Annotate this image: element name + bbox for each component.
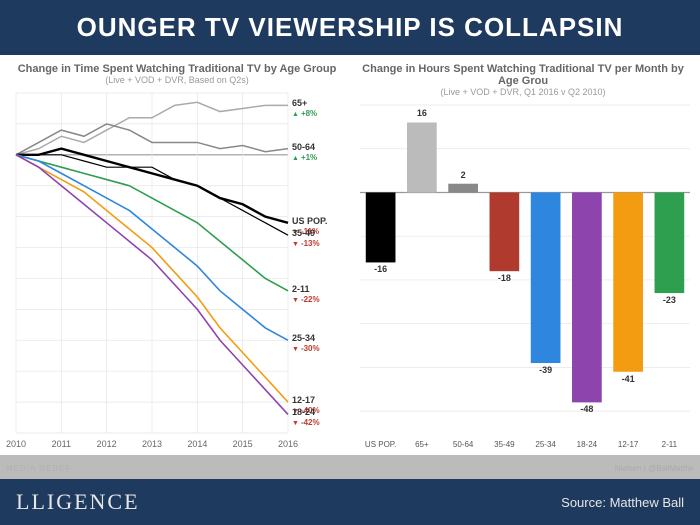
line-x-label: 2011	[52, 439, 71, 449]
series-label: 65++8%	[292, 99, 317, 119]
line-chart-subtitle: (Live + VOD + DVR, Based on Q2s)	[6, 75, 348, 85]
bar-value-label: -16	[374, 264, 387, 274]
series-label: 2-11-22%	[292, 285, 320, 305]
bar-category-label: 65+	[415, 440, 429, 449]
series-label: 50-64+1%	[292, 143, 317, 163]
page-title: OUNGER TV VIEWERSHIP IS COLLAPSIN	[0, 0, 700, 55]
bar-chart-plot: -16 US POP. 16 65+ 2 50-64 -18 35-49 -39 25-34 -48…	[352, 101, 694, 451]
footer-source: Source: Matthew Ball	[561, 495, 684, 510]
footer: LLIGENCE Source: Matthew Ball	[0, 479, 700, 525]
bar-category-label: 2-11	[662, 440, 677, 449]
media-tag: MEDIA REDEF	[6, 464, 71, 473]
bar-category-label: 18-24	[577, 440, 597, 449]
bar-value-label: -18	[498, 273, 511, 283]
footer-logo: LLIGENCE	[16, 489, 140, 515]
series-label: 35-49-13%	[292, 229, 320, 249]
bar-chart: Change in Hours Spent Watching Tradition…	[352, 63, 694, 451]
bar-value-label: 16	[417, 108, 427, 118]
bar-value-label: -48	[580, 404, 593, 414]
series-label: 18-24-42%	[292, 408, 320, 428]
nielsen-credit: Nielsen | @BallMatthe	[615, 464, 694, 473]
line-x-label: 2014	[187, 439, 207, 449]
line-chart-title: Change in Time Spent Watching Traditiona…	[6, 63, 348, 75]
bar-category-label: 25-34	[535, 440, 555, 449]
bar-value-label: -39	[539, 365, 552, 375]
line-chart-plot: 2010 2011 2012 2013 2014 2015 2016 65++8% 50-64+…	[6, 89, 348, 451]
line-x-label: 2013	[142, 439, 162, 449]
bar-category-label: 50-64	[453, 440, 473, 449]
series-label: 25-34-30%	[292, 334, 320, 354]
line-x-label: 2016	[278, 439, 298, 449]
charts-row: Change in Time Spent Watching Traditiona…	[0, 55, 700, 455]
line-x-label: 2012	[97, 439, 117, 449]
line-x-label: 2015	[233, 439, 253, 449]
bar-category-label: 35-49	[494, 440, 514, 449]
bar-value-label: 2	[461, 170, 466, 180]
bar-chart-subtitle: (Live + VOD + DVR, Q1 2016 v Q2 2010)	[352, 87, 694, 97]
bar-chart-title: Change in Hours Spent Watching Tradition…	[352, 63, 694, 87]
line-chart: Change in Time Spent Watching Traditiona…	[6, 63, 348, 451]
bar-category-label: 12-17	[618, 440, 638, 449]
line-x-label: 2010	[6, 439, 26, 449]
bar-value-label: -23	[663, 295, 676, 305]
bar-value-label: -41	[622, 374, 635, 384]
bar-category-label: US POP.	[365, 440, 396, 449]
